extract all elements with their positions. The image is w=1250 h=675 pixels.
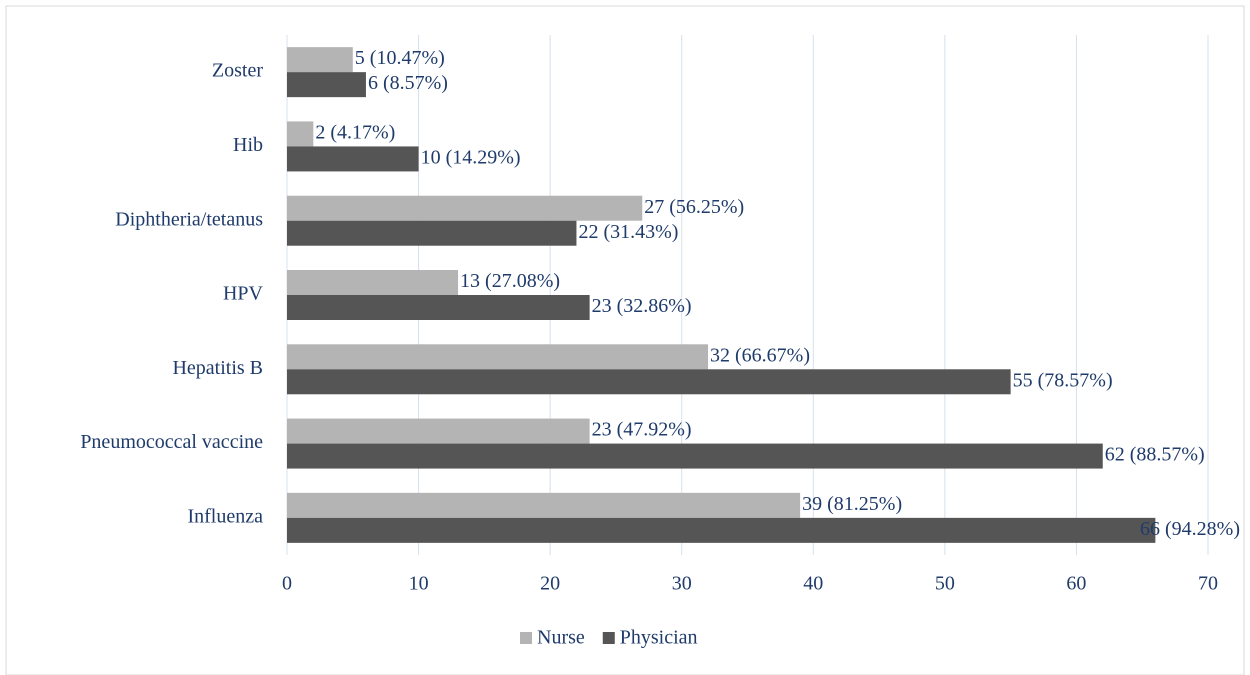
legend-label: Physician: [620, 627, 698, 649]
bar: [287, 270, 459, 295]
bar: [287, 344, 709, 370]
x-tick-label: 30: [672, 573, 692, 595]
data-label: 62 (88.57%): [1105, 444, 1205, 466]
bar: [287, 47, 353, 73]
x-tick-label: 60: [1066, 573, 1086, 595]
chart-border: [5, 5, 1245, 675]
y-tick-label: Hepatitis B: [172, 357, 263, 379]
legend-swatch: [602, 632, 615, 644]
data-label: 13 (27.08%): [460, 270, 560, 292]
x-tick-label: 20: [540, 573, 560, 595]
y-tick-label: HPV: [223, 283, 264, 305]
x-tick-label: 10: [409, 573, 429, 595]
bar: [287, 295, 590, 320]
legend-label: Nurse: [537, 627, 585, 649]
data-label: 23 (32.86%): [592, 295, 692, 317]
bar: [287, 146, 419, 172]
data-label: 2 (4.17%): [315, 122, 395, 144]
data-label: 5 (10.47%): [355, 47, 445, 69]
x-tick-label: 70: [1198, 573, 1218, 595]
x-tick-label: 40: [803, 573, 823, 595]
bar: [287, 443, 1103, 469]
data-label: 55 (78.57%): [1013, 369, 1113, 391]
y-tick-label: Diphtheria/tetanus: [115, 208, 263, 230]
y-tick-label: Influenza: [187, 505, 263, 527]
bar: [287, 517, 1156, 543]
bar: [287, 492, 801, 518]
data-label: 23 (47.92%): [592, 419, 692, 441]
x-tick-label: 50: [935, 573, 955, 595]
data-label: 10 (14.29%): [421, 147, 521, 169]
y-tick-label: Hib: [233, 134, 263, 156]
data-label: 6 (8.57%): [368, 72, 448, 94]
bar: [287, 195, 643, 221]
legend-swatch: [520, 632, 532, 644]
data-label: 32 (66.67%): [710, 344, 810, 366]
data-label: 66 (94.28%): [1140, 518, 1240, 540]
data-label: 39 (81.25%): [802, 493, 902, 515]
y-tick-label: Pneumococcal vaccine: [80, 431, 263, 453]
x-tick-label: 0: [282, 573, 292, 595]
bar: [287, 220, 577, 246]
bar: [287, 369, 1011, 395]
data-label: 27 (56.25%): [644, 196, 744, 218]
data-label: 22 (31.43%): [578, 221, 678, 243]
y-tick-label: Zoster: [212, 60, 263, 82]
bar: [287, 121, 314, 147]
bar: [287, 418, 590, 444]
bar: [287, 72, 366, 98]
